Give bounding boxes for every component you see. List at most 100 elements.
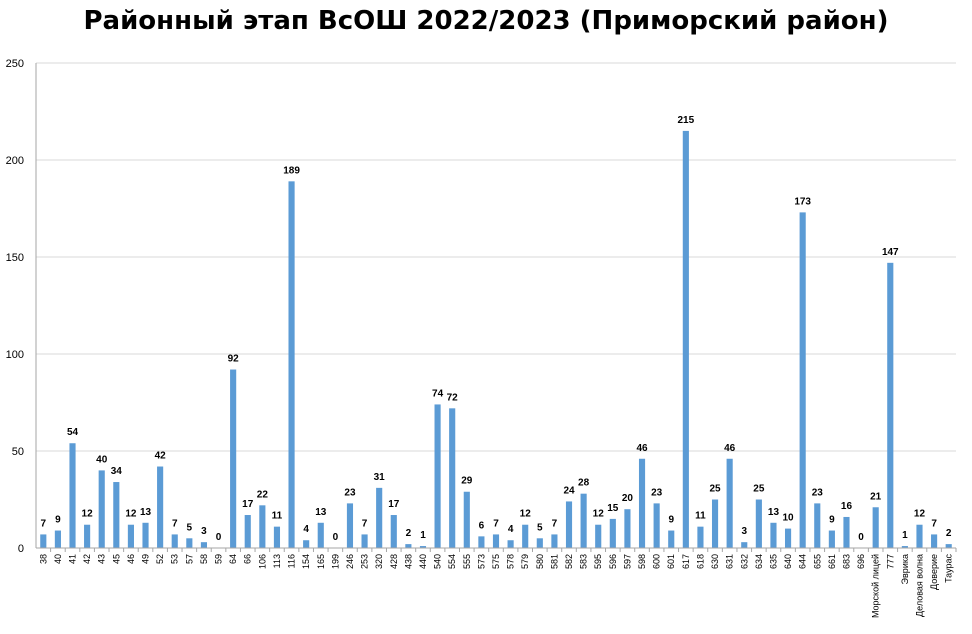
bar xyxy=(361,534,368,548)
data-label: 7 xyxy=(493,518,499,529)
data-label: 31 xyxy=(374,472,386,483)
x-tick-label: 597 xyxy=(622,554,632,569)
x-tick-label: 573 xyxy=(476,554,486,569)
data-label: 23 xyxy=(651,487,663,498)
data-label: 0 xyxy=(333,532,339,543)
x-tick-label: 253 xyxy=(360,554,370,569)
chart-title: Районный этап ВсОШ 2022/2023 (Приморский… xyxy=(83,6,889,36)
bars xyxy=(40,130,952,548)
x-tick-label: Деловая волна xyxy=(914,554,924,617)
data-label: 12 xyxy=(593,509,605,520)
bar xyxy=(931,534,938,548)
bar xyxy=(69,443,76,548)
bar xyxy=(741,542,748,548)
data-label: 3 xyxy=(201,526,207,537)
x-tick-label: 683 xyxy=(841,554,851,569)
data-label: 3 xyxy=(741,526,747,537)
x-tick-label: 635 xyxy=(768,554,778,569)
bar xyxy=(843,516,850,548)
bar xyxy=(230,369,237,548)
data-label: 9 xyxy=(668,515,674,526)
x-tick-label: 540 xyxy=(433,554,443,569)
data-label: 23 xyxy=(812,487,824,498)
bar xyxy=(638,458,646,548)
data-label: 5 xyxy=(537,522,543,533)
data-label: 16 xyxy=(841,501,853,512)
data-label: 12 xyxy=(125,509,137,520)
data-label: 20 xyxy=(622,493,634,504)
bar xyxy=(580,493,587,548)
bar xyxy=(376,487,383,548)
data-label: 34 xyxy=(111,466,123,477)
x-tick-label: 655 xyxy=(812,554,822,569)
x-tick-label: 38 xyxy=(38,554,48,564)
x-axis: 38 40 41 42 43 45 46 49 52 53 57 58 59 64 66 106 113 116 1… xyxy=(36,547,957,618)
data-label: 25 xyxy=(753,484,765,495)
bar xyxy=(40,534,47,548)
y-tick-label: 100 xyxy=(6,349,24,361)
x-tick-label: 696 xyxy=(856,554,866,569)
data-label: 72 xyxy=(447,392,459,403)
bar xyxy=(54,530,61,548)
bar xyxy=(755,499,762,548)
x-tick-label: 600 xyxy=(652,554,662,569)
x-tick-label: Доверие xyxy=(929,554,939,590)
x-tick-label: 578 xyxy=(506,554,516,569)
x-tick-label: 582 xyxy=(564,554,574,569)
x-tick-label: 617 xyxy=(681,554,691,569)
bar xyxy=(770,522,777,548)
data-label: 46 xyxy=(724,443,736,454)
bar xyxy=(478,536,485,548)
bar xyxy=(595,524,602,548)
x-tick-label: 618 xyxy=(695,554,705,569)
data-label: 12 xyxy=(82,509,94,520)
data-label: 1 xyxy=(420,530,426,541)
bar xyxy=(434,404,441,548)
data-label: 22 xyxy=(257,489,269,500)
bar xyxy=(303,540,310,548)
x-tick-label: 59 xyxy=(214,554,224,564)
bar xyxy=(609,518,616,548)
bar xyxy=(463,491,470,548)
data-label: 11 xyxy=(695,511,706,522)
data-label: 17 xyxy=(242,499,254,510)
bar xyxy=(901,546,908,548)
x-tick-label: 106 xyxy=(257,554,267,569)
bar xyxy=(624,509,631,548)
x-tick-label: 634 xyxy=(754,554,764,569)
data-label: 13 xyxy=(768,507,780,518)
y-tick-label: 0 xyxy=(18,543,24,555)
x-tick-label: 43 xyxy=(97,554,107,564)
x-tick-label: 583 xyxy=(579,554,589,569)
bar xyxy=(565,501,573,548)
data-label: 13 xyxy=(315,507,327,518)
data-label: 173 xyxy=(794,196,811,207)
data-label: 23 xyxy=(344,487,356,498)
x-tick-label: 116 xyxy=(287,554,297,568)
bar xyxy=(522,524,529,548)
x-tick-label: 601 xyxy=(666,554,676,569)
x-tick-label: 113 xyxy=(272,554,282,568)
x-tick-label: 777 xyxy=(885,554,895,569)
y-tick-label: 50 xyxy=(12,446,24,458)
bar xyxy=(682,130,689,548)
bar xyxy=(507,540,514,548)
bar xyxy=(814,503,821,548)
data-label: 9 xyxy=(829,515,835,526)
bar xyxy=(668,530,675,548)
bar xyxy=(887,262,894,548)
data-label: 189 xyxy=(283,165,300,176)
x-tick-label: 42 xyxy=(82,554,92,564)
x-tick-label: 554 xyxy=(447,554,457,569)
x-tick-label: 46 xyxy=(126,554,136,564)
x-tick-label: 41 xyxy=(68,554,78,564)
data-label: 12 xyxy=(520,509,532,520)
data-label: 215 xyxy=(677,115,694,126)
bar xyxy=(273,526,281,548)
bar xyxy=(697,526,704,548)
data-label: 42 xyxy=(155,451,167,462)
bar xyxy=(945,544,952,548)
x-tick-label: 630 xyxy=(710,554,720,569)
